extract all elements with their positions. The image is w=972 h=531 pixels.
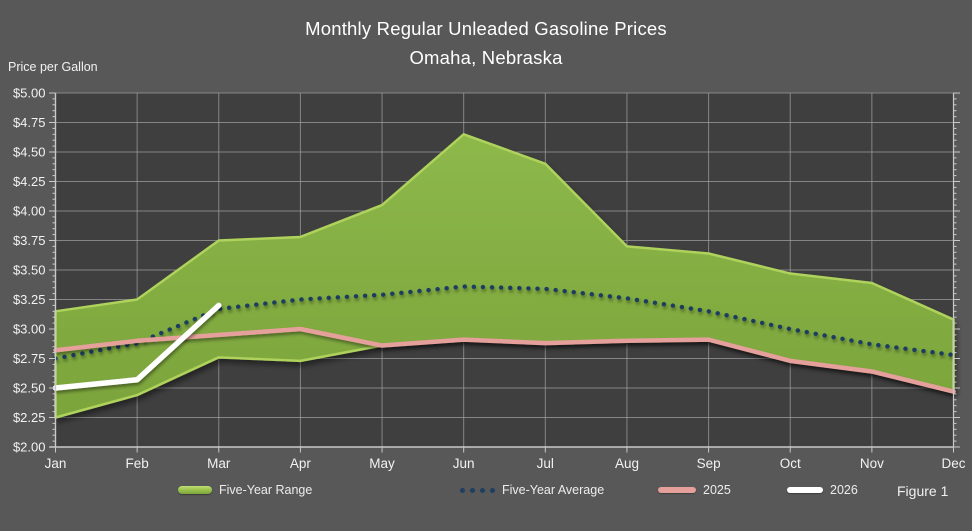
y-tick-label: $3.75	[13, 233, 46, 248]
line-2026	[52, 302, 222, 391]
y-tick-label: $2.25	[13, 410, 46, 425]
y-tick-label: $3.00	[13, 322, 46, 337]
legend-label-five-year-average: Five-Year Average	[502, 483, 605, 497]
figure-caption: Figure 1	[897, 483, 949, 499]
legend-label-five-year-range: Five-Year Range	[219, 483, 313, 497]
x-tick-label: May	[369, 456, 395, 471]
y-tick-label: $4.25	[13, 174, 46, 189]
five-year-range-swatch-icon	[178, 486, 212, 494]
y-tick-label: $4.50	[13, 145, 46, 160]
chart-title-line2: Omaha, Nebraska	[409, 47, 563, 68]
y-tick-label: $2.50	[13, 381, 46, 396]
five-year-average-swatch-icon	[460, 487, 495, 493]
y-tick-label: $4.00	[13, 204, 46, 219]
y-tick-label: $3.50	[13, 263, 46, 278]
x-tick-label: Dec	[941, 456, 965, 471]
chart-title: Monthly Regular Unleaded Gasoline Prices…	[0, 14, 972, 72]
x-tick-label: Sep	[697, 456, 721, 471]
x-tick-label: Oct	[780, 456, 801, 471]
legend-item-2026: 2026	[787, 482, 858, 498]
y-tick-label: $2.75	[13, 351, 46, 366]
x-tick-label: Aug	[615, 456, 639, 471]
x-tick-label: Jan	[45, 456, 67, 471]
line-2026-swatch-icon	[787, 487, 823, 493]
legend-item-five-year-average: Five-Year Average	[460, 482, 604, 498]
legend-label-2026: 2026	[830, 483, 858, 497]
y-tick-label: $2.00	[13, 440, 46, 455]
x-tick-label: Nov	[860, 456, 884, 471]
legend-item-2025: 2025	[658, 482, 731, 498]
line-2025-swatch-icon	[658, 487, 696, 493]
x-tick-label: Jul	[537, 456, 554, 471]
y-tick-label: $4.75	[13, 115, 46, 130]
x-tick-label: Jun	[453, 456, 475, 471]
x-tick-label: Apr	[290, 456, 312, 471]
x-tick-label: Mar	[207, 456, 231, 471]
y-tick-label: $3.25	[13, 292, 46, 307]
line-2025	[53, 326, 956, 394]
y-tick-label: $5.00	[13, 86, 46, 101]
chart-title-line1: Monthly Regular Unleaded Gasoline Prices	[305, 18, 667, 39]
legend-label-2025: 2025	[703, 483, 731, 497]
y-axis-title: Price per Gallon	[8, 60, 98, 74]
x-tick-label: Feb	[126, 456, 149, 471]
legend-item-five-year-range: Five-Year Range	[178, 482, 312, 498]
